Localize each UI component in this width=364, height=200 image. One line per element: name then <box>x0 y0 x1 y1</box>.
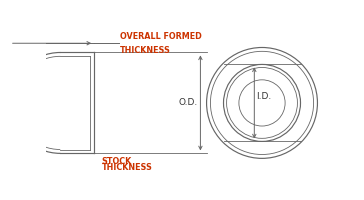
Text: OVERALL FORMED: OVERALL FORMED <box>120 32 202 41</box>
Text: THICKNESS: THICKNESS <box>102 163 153 172</box>
Text: THICKNESS: THICKNESS <box>120 46 171 55</box>
Text: STOCK: STOCK <box>102 157 132 166</box>
Text: O.D.: O.D. <box>179 98 198 107</box>
Text: I.D.: I.D. <box>257 92 272 101</box>
